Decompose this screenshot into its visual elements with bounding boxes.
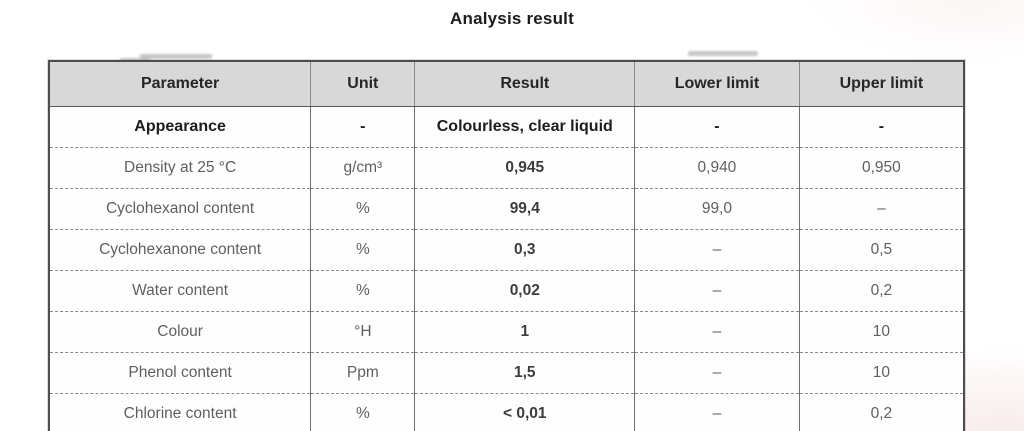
cell-upper: 0,5: [799, 229, 964, 271]
table-row: Density at 25 °C g/cm³ 0,945 0,940 0,950: [49, 147, 964, 189]
cell-parameter: Water content: [49, 270, 312, 312]
table-row: Water content % 0,02 – 0,2: [49, 270, 964, 312]
table-row: Chlorine content % < 0,01 – 0,2: [49, 393, 964, 431]
cell-parameter: Appearance: [49, 106, 312, 148]
table-body: Appearance - Colourless, clear liquid - …: [49, 106, 964, 431]
table-row: Cyclohexanol content % 99,4 99,0 –: [49, 188, 964, 230]
cell-parameter: Cyclohexanone content: [49, 229, 312, 271]
cell-upper: 0,2: [799, 270, 964, 312]
cell-result: 1: [414, 311, 636, 353]
cell-lower: -: [634, 106, 800, 148]
column-header-result: Result: [414, 61, 636, 107]
cell-result: 99,4: [414, 188, 636, 230]
scan-artifact: [688, 51, 758, 56]
cell-unit: %: [310, 229, 416, 271]
cell-result: Colourless, clear liquid: [414, 106, 636, 148]
cell-unit: %: [310, 188, 416, 230]
table-row: Colour °H 1 – 10: [49, 311, 964, 353]
table-header: Parameter Unit Result Lower limit Upper …: [49, 61, 964, 107]
cell-unit: -: [310, 106, 416, 148]
scan-artifact: [140, 54, 212, 59]
cell-lower: –: [634, 270, 800, 312]
analysis-table-container: Parameter Unit Result Lower limit Upper …: [48, 60, 965, 431]
cell-parameter: Cyclohexanol content: [49, 188, 312, 230]
cell-unit: %: [310, 393, 416, 431]
cell-upper: -: [799, 106, 964, 148]
cell-parameter: Colour: [49, 311, 312, 353]
cell-parameter: Phenol content: [49, 352, 312, 394]
column-header-lower-limit: Lower limit: [634, 61, 800, 107]
page-title: Analysis result: [450, 9, 574, 28]
header-row: Parameter Unit Result Lower limit Upper …: [49, 61, 964, 107]
cell-lower: –: [634, 352, 800, 394]
column-header-unit: Unit: [310, 61, 416, 107]
table-row: Phenol content Ppm 1,5 – 10: [49, 352, 964, 394]
cell-parameter: Chlorine content: [49, 393, 312, 431]
cell-unit: °H: [310, 311, 416, 353]
cell-unit: %: [310, 270, 416, 312]
cell-result: < 0,01: [414, 393, 636, 431]
cell-lower: 0,940: [634, 147, 800, 189]
cell-result: 0,945: [414, 147, 636, 189]
cell-result: 1,5: [414, 352, 636, 394]
column-header-parameter: Parameter: [49, 61, 312, 107]
cell-parameter: Density at 25 °C: [49, 147, 312, 189]
cell-upper: 10: [799, 311, 964, 353]
scan-artifact: [120, 58, 150, 61]
cell-result: 0,02: [414, 270, 636, 312]
cell-lower: –: [634, 311, 800, 353]
table-row: Appearance - Colourless, clear liquid - …: [49, 106, 964, 148]
cell-result: 0,3: [414, 229, 636, 271]
cell-lower: –: [634, 229, 800, 271]
analysis-result-table: Parameter Unit Result Lower limit Upper …: [48, 60, 965, 431]
cell-lower: –: [634, 393, 800, 431]
cell-unit: Ppm: [310, 352, 416, 394]
cell-upper: 10: [799, 352, 964, 394]
cell-unit: g/cm³: [310, 147, 416, 189]
cell-upper: –: [799, 188, 964, 230]
cell-lower: 99,0: [634, 188, 800, 230]
cell-upper: 0,950: [799, 147, 964, 189]
cell-upper: 0,2: [799, 393, 964, 431]
table-row: Cyclohexanone content % 0,3 – 0,5: [49, 229, 964, 271]
column-header-upper-limit: Upper limit: [799, 61, 964, 107]
